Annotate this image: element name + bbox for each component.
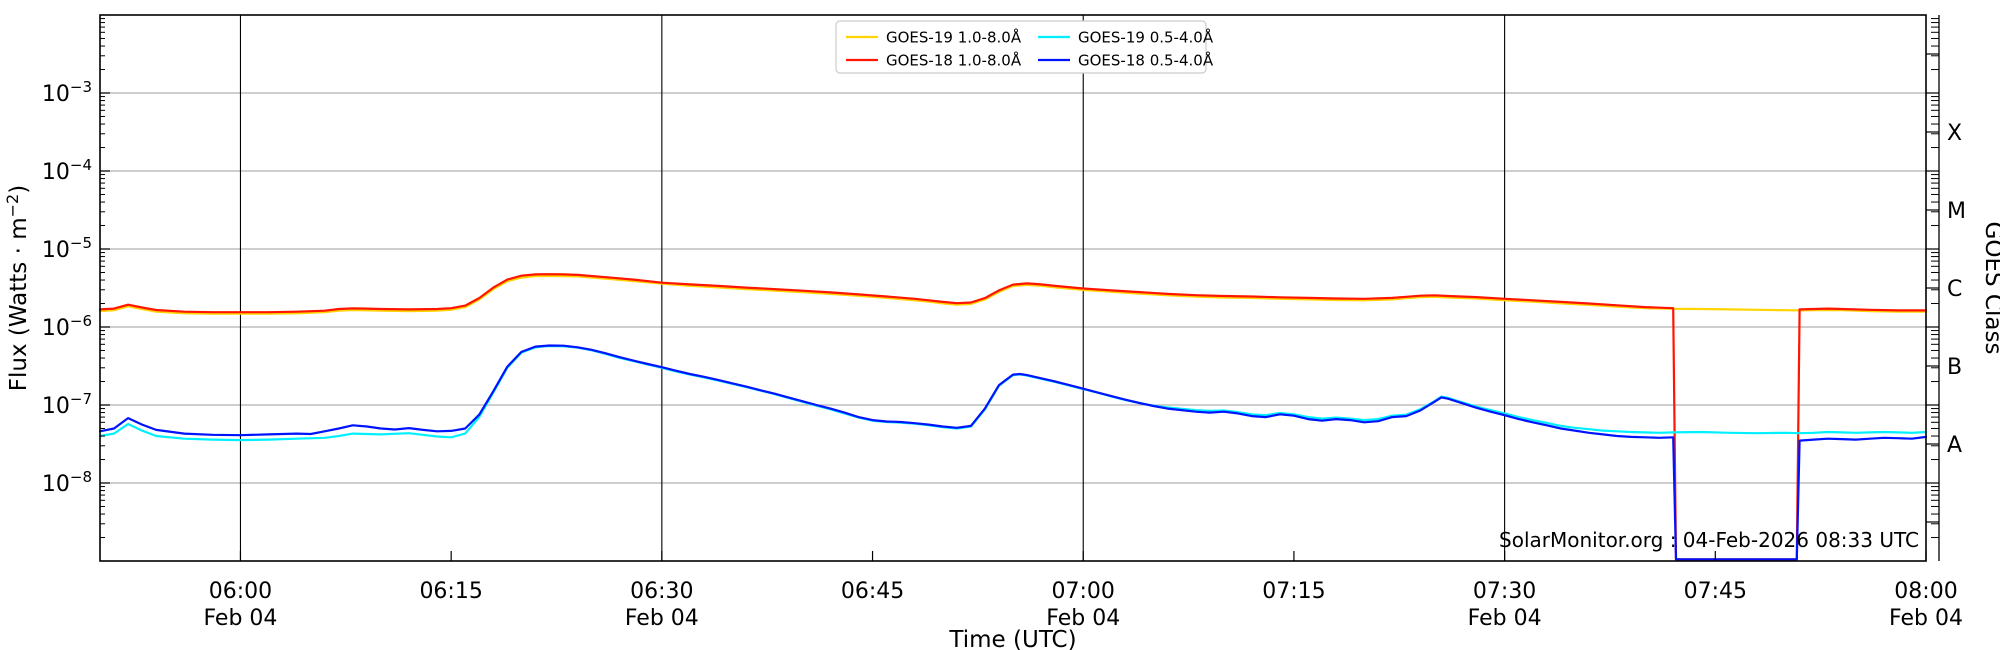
- x-tick-label: 07:15: [1262, 579, 1325, 604]
- x-tick-label: 08:00: [1894, 579, 1957, 604]
- legend-box: [835, 20, 1207, 74]
- x-tick-label: 06:45: [841, 579, 904, 604]
- x-tick-date: Feb 04: [625, 606, 699, 631]
- series-lines: [98, 273, 1928, 561]
- goes-class-axis: X M C B A: [1926, 15, 1966, 561]
- y-tick-label: 10−6: [42, 312, 92, 341]
- x-tick-date: Feb 04: [1046, 606, 1120, 631]
- legend: GOES-19 1.0-8.0Å GOES-18 1.0-8.0Å GOES-19 …: [835, 20, 1214, 74]
- y-tick-label: 10−7: [42, 390, 92, 419]
- x-tick-date: Feb 04: [203, 606, 277, 631]
- y-tick-label: 10−5: [42, 234, 92, 263]
- gridlines: [100, 15, 1926, 561]
- legend-label: GOES-18 1.0-8.0Å: [886, 51, 1022, 70]
- series-goes19-long: [98, 274, 1928, 315]
- y-axis-title: Flux (Watts · m−2): [3, 185, 32, 391]
- x-tick-date: Feb 04: [1889, 606, 1963, 631]
- x-tick-label: 07:00: [1052, 579, 1115, 604]
- x-tick-label: 06:00: [209, 579, 272, 604]
- y-tick-label: 10−3: [42, 78, 92, 107]
- x-tick-label: 06:15: [419, 579, 482, 604]
- y-tick-label: 10−4: [42, 156, 92, 185]
- goes-class-label: M: [1947, 199, 1966, 224]
- y-tick-label: 10−8: [42, 468, 92, 497]
- goes-class-label: C: [1947, 277, 1962, 302]
- legend-label: GOES-19 0.5-4.0Å: [1078, 28, 1214, 47]
- series-goes18-short: [98, 344, 1928, 561]
- legend-label: GOES-19 1.0-8.0Å: [886, 28, 1022, 47]
- y-tick-labels: 10−3 10−4 10−5 10−6 10−7 10−8: [42, 78, 92, 497]
- watermark: SolarMonitor.org : 04-Feb-2026 08:33 UTC: [1499, 528, 1919, 552]
- goes-class-label: B: [1947, 355, 1962, 380]
- x-tick-date: Feb 04: [1468, 606, 1542, 631]
- x-axis-title: Time (UTC): [948, 627, 1076, 650]
- x-tick-label: 07:30: [1473, 579, 1536, 604]
- series-goes18-long: [98, 273, 1928, 561]
- axis-ticks: [100, 18, 1927, 561]
- goes-class-label: A: [1947, 433, 1962, 458]
- legend-label: GOES-18 0.5-4.0Å: [1078, 51, 1214, 70]
- goes-class-label: X: [1947, 121, 1962, 146]
- right-axis-title: GOES Class: [1980, 222, 2000, 355]
- x-tick-label: 06:30: [630, 579, 693, 604]
- x-tick-label: 07:45: [1684, 579, 1747, 604]
